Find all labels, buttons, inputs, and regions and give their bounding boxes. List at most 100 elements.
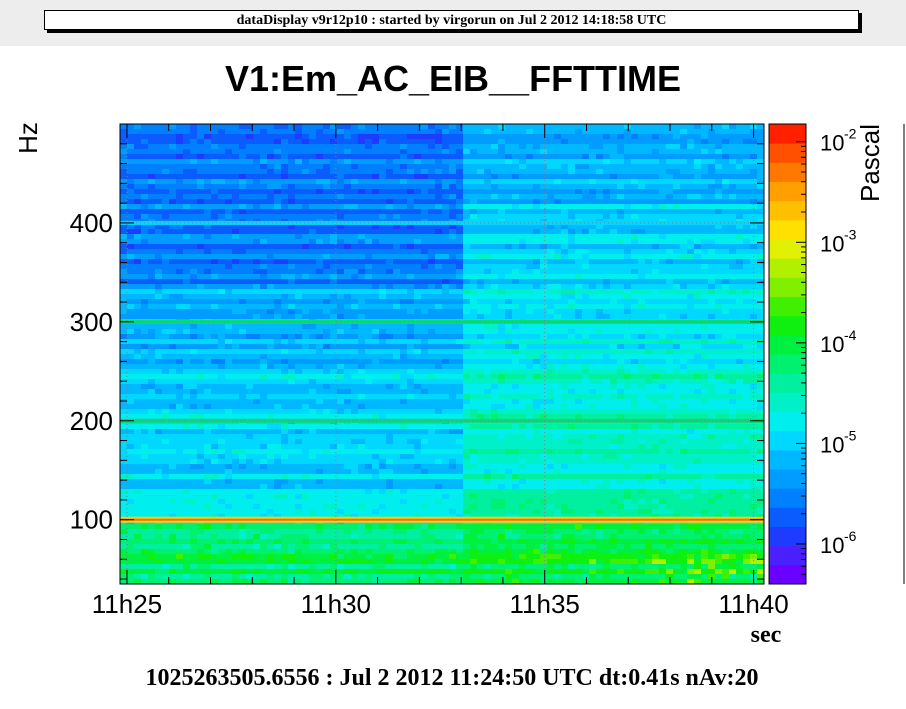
heatmap-cell	[386, 259, 394, 265]
heatmap-cell	[253, 194, 261, 200]
heatmap-cell	[526, 239, 534, 245]
heatmap-cell	[218, 209, 226, 215]
heatmap-cell	[421, 359, 429, 365]
heatmap-cell	[470, 194, 478, 200]
heatmap-cell	[456, 309, 464, 315]
heatmap-cell	[421, 344, 429, 350]
heatmap-cell	[407, 304, 415, 310]
heatmap-cell	[736, 339, 744, 345]
heatmap-cell	[162, 149, 170, 155]
heatmap-cell	[323, 324, 331, 330]
heatmap-cell	[442, 164, 450, 170]
heatmap-cell	[652, 354, 660, 360]
heatmap-cell	[295, 374, 303, 380]
heatmap-cell	[267, 369, 275, 375]
heatmap-cell	[722, 169, 730, 175]
heatmap-cell	[190, 314, 198, 320]
heatmap-cell	[484, 174, 492, 180]
heatmap-cell	[253, 364, 261, 370]
heatmap-cell	[645, 374, 653, 380]
heatmap-cell	[736, 304, 744, 310]
heatmap-cell	[253, 214, 261, 220]
heatmap-cell	[365, 204, 373, 210]
heatmap-cell	[316, 209, 324, 215]
heatmap-cell	[561, 224, 569, 230]
heatmap-cell	[155, 199, 163, 205]
heatmap-cell	[232, 384, 240, 390]
heatmap-cell	[428, 124, 436, 130]
heatmap-cell	[323, 304, 331, 310]
heatmap-cell	[596, 329, 604, 335]
heatmap-cell	[638, 364, 646, 370]
heatmap-cell	[414, 164, 422, 170]
heatmap-cell	[694, 224, 702, 230]
heatmap-cell	[554, 209, 562, 215]
heatmap-cell	[288, 124, 296, 130]
heatmap-cell	[701, 334, 709, 340]
heatmap-cell	[701, 294, 709, 300]
heatmap-cell	[407, 144, 415, 150]
heatmap-cell	[547, 324, 555, 330]
heatmap-cell	[617, 344, 625, 350]
heatmap-cell	[659, 359, 667, 365]
heatmap-cell	[344, 289, 352, 295]
heatmap-cell	[687, 359, 695, 365]
heatmap-cell	[456, 379, 464, 385]
heatmap-cell	[421, 269, 429, 275]
heatmap-cell	[365, 359, 373, 365]
heatmap-cell	[442, 174, 450, 180]
heatmap-cell	[512, 199, 520, 205]
heatmap-cell	[393, 164, 401, 170]
heatmap-cell	[750, 299, 758, 305]
heatmap-cell	[708, 374, 716, 380]
heatmap-cell	[379, 329, 387, 335]
heatmap-cell	[204, 384, 212, 390]
heatmap-cell	[575, 134, 583, 140]
heatmap-cell	[267, 389, 275, 395]
heatmap-cell	[211, 204, 219, 210]
heatmap-cell	[512, 149, 520, 155]
heatmap-cell	[477, 334, 485, 340]
heatmap-cell	[253, 139, 261, 145]
heatmap-cell	[701, 204, 709, 210]
heatmap-cell	[183, 339, 191, 345]
heatmap-cell	[365, 159, 373, 165]
heatmap-cell	[204, 254, 212, 260]
heatmap-cell	[701, 284, 709, 290]
heatmap-cell	[694, 284, 702, 290]
heatmap-cell	[386, 264, 394, 270]
heatmap-cell	[190, 134, 198, 140]
heatmap-cell	[519, 214, 527, 220]
heatmap-cell	[673, 304, 681, 310]
heatmap-cell	[484, 279, 492, 285]
heatmap-cell	[624, 339, 632, 345]
heatmap-cell	[484, 249, 492, 255]
heatmap-cell	[372, 214, 380, 220]
heatmap-cell	[323, 124, 331, 130]
heatmap-cell	[729, 279, 737, 285]
heatmap-cell	[470, 359, 478, 365]
heatmap-cell	[561, 149, 569, 155]
heatmap-cell	[659, 284, 667, 290]
heatmap-cell	[351, 174, 359, 180]
heatmap-cell	[659, 174, 667, 180]
heatmap-cell	[414, 159, 422, 165]
heatmap-cell	[533, 204, 541, 210]
heatmap-cell	[274, 139, 282, 145]
heatmap-cell	[708, 269, 716, 275]
heatmap-cell	[561, 344, 569, 350]
heatmap-cell	[372, 259, 380, 265]
heatmap-cell	[512, 249, 520, 255]
heatmap-cell	[134, 284, 142, 290]
heatmap-cell	[680, 164, 688, 170]
heatmap-cell	[715, 334, 723, 340]
heatmap-cell	[393, 154, 401, 160]
heatmap-cell	[512, 324, 520, 330]
heatmap-cell	[442, 269, 450, 275]
heatmap-cell	[190, 144, 198, 150]
heatmap-cell	[624, 334, 632, 340]
heatmap-cell	[274, 199, 282, 205]
heatmap-cell	[239, 304, 247, 310]
heatmap-cell	[155, 189, 163, 195]
heatmap-cell	[631, 184, 639, 190]
